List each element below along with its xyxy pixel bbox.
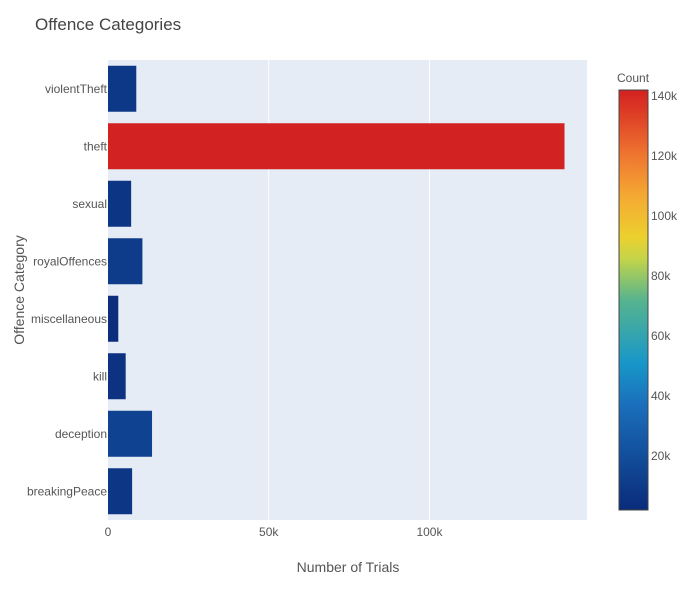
x-axis-title: Number of Trials	[297, 559, 400, 575]
y-tick-label: miscellaneous	[31, 312, 107, 326]
y-tick-labels: violentTheft theft sexual royalOffences misc…	[27, 82, 108, 499]
x-tick-labels: 0 50k 100k	[105, 525, 444, 539]
x-tick-label: 50k	[259, 525, 279, 539]
colorbar-gradient	[618, 89, 649, 511]
y-tick-label: theft	[84, 139, 108, 153]
colorbar-tick-labels: 20k 40k 60k 80k 100k 120k 140k	[651, 89, 678, 463]
x-tick-label: 100k	[416, 525, 443, 539]
y-tick-label: deception	[55, 427, 107, 441]
bar-deception[interactable]	[108, 410, 153, 457]
colorbar-tick-label: 100k	[651, 209, 678, 223]
y-tick-label: kill	[93, 369, 107, 383]
bar-kill[interactable]	[108, 353, 126, 400]
y-tick-label: royalOffences	[33, 254, 107, 268]
colorbar-tick-label: 20k	[651, 449, 671, 463]
colorbar-tick-label: 120k	[651, 149, 678, 163]
bar-miscellaneous[interactable]	[108, 295, 119, 342]
colorbar-tick-label: 60k	[651, 329, 671, 343]
x-tick-label: 0	[105, 525, 112, 539]
y-tick-label: breakingPeace	[27, 484, 107, 498]
bar-royalOffences[interactable]	[108, 238, 143, 285]
colorbar-tick-label: 140k	[651, 89, 678, 103]
chart-title: Offence Categories	[35, 15, 181, 34]
y-axis-title: Offence Category	[11, 235, 27, 344]
bar-sexual[interactable]	[108, 180, 132, 227]
colorbar: Count 20k 40k 60k 80k 100k 120k 140k	[617, 71, 678, 511]
bar-violentTheft[interactable]	[108, 65, 137, 112]
colorbar-tick-label: 80k	[651, 269, 671, 283]
y-tick-label: violentTheft	[45, 82, 108, 96]
colorbar-tick-label: 40k	[651, 389, 671, 403]
colorbar-title: Count	[617, 71, 650, 85]
y-tick-label: sexual	[72, 197, 107, 211]
bar-breakingPeace[interactable]	[108, 468, 133, 515]
bar-theft[interactable]	[108, 123, 565, 170]
bars	[108, 65, 565, 515]
